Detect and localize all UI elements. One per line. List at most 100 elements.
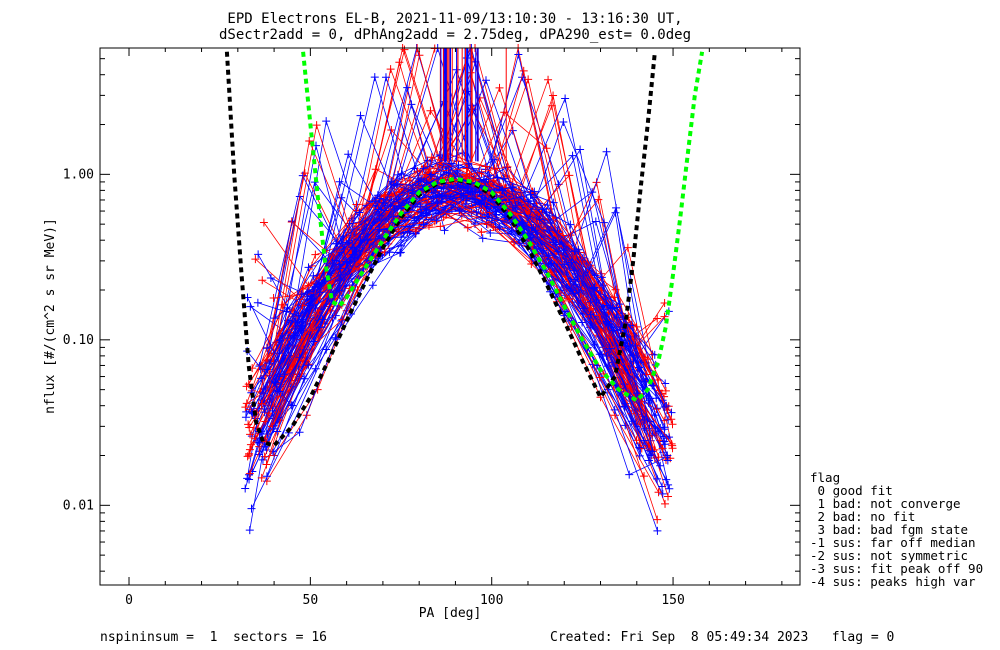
chart-title-line2: dSectr2add = 0, dPhAng2add = 2.75deg, dP… [219, 27, 691, 43]
data-point [304, 361, 313, 370]
data-point [427, 170, 436, 179]
data-point [247, 504, 256, 513]
data-point [257, 399, 266, 408]
data-point [646, 450, 655, 459]
data-point [241, 413, 250, 422]
data-point [639, 436, 648, 445]
data-point [439, 184, 448, 193]
data-point [613, 303, 622, 312]
data-point [287, 401, 296, 410]
data-point [658, 444, 667, 453]
data-point [635, 451, 644, 460]
data-point [665, 484, 674, 493]
data-point [435, 151, 444, 160]
data-point [500, 108, 509, 117]
data-point [352, 222, 361, 231]
data-point [453, 181, 462, 190]
data-point [311, 304, 320, 313]
data-point [380, 191, 389, 200]
data-point [386, 65, 395, 74]
data-point [304, 263, 313, 272]
data-point [545, 226, 554, 235]
data-point [289, 331, 298, 340]
data-point [454, 160, 463, 169]
data-point [278, 300, 287, 309]
data-point [245, 475, 254, 484]
spectrum-line [278, 120, 645, 429]
data-point [668, 420, 677, 429]
data-point [561, 94, 570, 103]
data-point [338, 315, 347, 324]
legend-item: 3 bad: bad fgm state [810, 522, 968, 537]
data-point [609, 326, 618, 335]
data-point [542, 144, 551, 153]
data-point [586, 310, 595, 319]
data-point [355, 208, 364, 217]
data-point [592, 296, 601, 305]
data-point [611, 208, 620, 217]
data-point [312, 121, 321, 130]
data-point [419, 220, 428, 229]
data-point [269, 293, 278, 302]
data-point [543, 201, 552, 210]
data-point [370, 73, 379, 82]
data-point [291, 317, 300, 326]
data-point [570, 247, 579, 256]
data-point [251, 255, 260, 264]
spectrum-line [271, 184, 642, 427]
data-point [640, 416, 649, 425]
data-point [538, 205, 547, 214]
data-point [371, 165, 380, 174]
data-point [331, 333, 340, 342]
data-point [530, 187, 539, 196]
data-point [641, 377, 650, 386]
data-point [478, 234, 487, 243]
data-point [269, 424, 278, 433]
data-point [385, 248, 394, 257]
data-point [464, 203, 473, 212]
spectrum-line [246, 189, 645, 441]
data-point [254, 438, 263, 447]
data-point [588, 188, 597, 197]
data-point [492, 210, 501, 219]
data-point [416, 203, 425, 212]
data-point [271, 378, 280, 387]
data-point [603, 362, 612, 371]
flag-legend: flag 0 good fit 1 bad: not converge 2 ba… [810, 470, 983, 589]
data-point [295, 428, 304, 437]
data-point [644, 456, 653, 465]
data-point [389, 180, 398, 189]
data-point [262, 472, 271, 481]
data-point [611, 285, 620, 294]
data-point [478, 196, 487, 205]
data-point [261, 442, 270, 451]
data-point [309, 271, 318, 280]
data-point [245, 469, 254, 478]
data-point [275, 387, 284, 396]
data-point [305, 137, 314, 146]
data-point [394, 227, 403, 236]
data-point [595, 373, 604, 382]
data-point [465, 170, 474, 179]
data-point [407, 100, 416, 109]
data-point [623, 243, 632, 252]
data-point [547, 101, 556, 110]
data-point [268, 406, 277, 415]
spectrum-line [273, 60, 638, 430]
data-point [381, 73, 390, 82]
data-point [660, 312, 669, 321]
data-point [612, 203, 621, 212]
data-point [419, 164, 428, 173]
data-point [375, 225, 384, 234]
tick-layer: 0 50 100 150 0.01 0.10 1.00 [63, 48, 800, 608]
data-point [332, 239, 341, 248]
data-point [667, 415, 676, 424]
data-point [302, 411, 311, 420]
data-point [566, 220, 575, 229]
data-point [241, 403, 250, 412]
data-point [486, 228, 495, 237]
data-point [642, 392, 651, 401]
data-point [576, 145, 585, 154]
footer-created: Created: Fri Sep 8 05:49:34 2023 flag = … [550, 630, 894, 645]
data-point [497, 185, 506, 194]
